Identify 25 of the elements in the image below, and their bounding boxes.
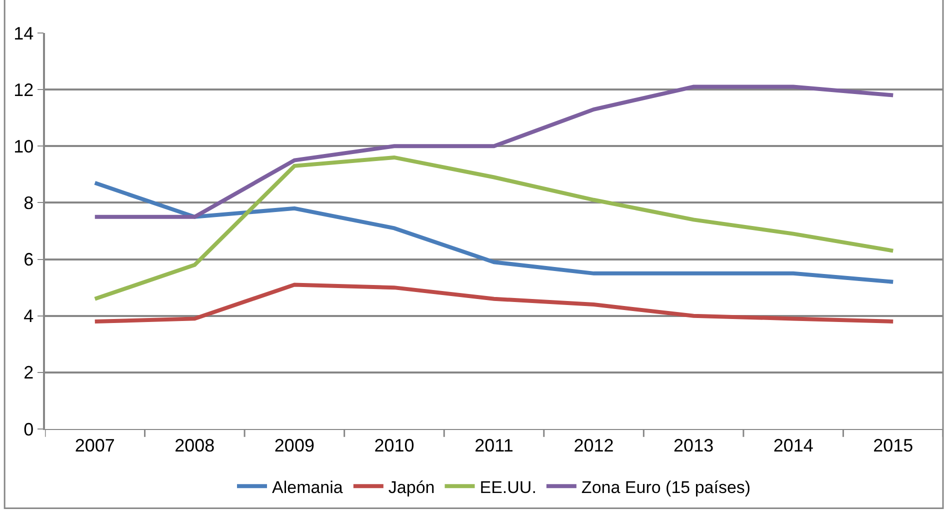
legend-label: Zona Euro (15 países) xyxy=(581,478,751,497)
y-tick-label: 14 xyxy=(14,23,34,44)
x-tick-label: 2009 xyxy=(274,436,314,456)
line-series xyxy=(92,155,896,301)
y-tick-label: 10 xyxy=(14,136,34,156)
x-tick-label: 2012 xyxy=(574,436,614,456)
x-tick-label: 2015 xyxy=(873,436,914,456)
y-tick-label: 6 xyxy=(24,250,34,270)
line-series xyxy=(92,282,896,324)
legend-label: EE.UU. xyxy=(480,478,536,497)
y-tick-label: 2 xyxy=(24,362,34,383)
x-tick-label: 2013 xyxy=(674,436,714,456)
x-tick-label: 2014 xyxy=(773,436,814,456)
legend-label: Alemania xyxy=(272,478,344,497)
y-tick-label: 0 xyxy=(24,419,34,440)
y-tick-label: 8 xyxy=(24,193,34,214)
x-tick-label: 2008 xyxy=(174,436,215,456)
y-tick-label: 12 xyxy=(14,80,34,100)
y-tick-label: 4 xyxy=(24,306,34,326)
x-tick-label: 2007 xyxy=(74,436,115,456)
legend-label: Japón xyxy=(388,478,435,497)
line-series xyxy=(92,180,896,284)
x-tick-label: 2011 xyxy=(474,436,514,456)
x-tick-label: 2010 xyxy=(374,436,414,456)
line-series xyxy=(92,84,896,219)
